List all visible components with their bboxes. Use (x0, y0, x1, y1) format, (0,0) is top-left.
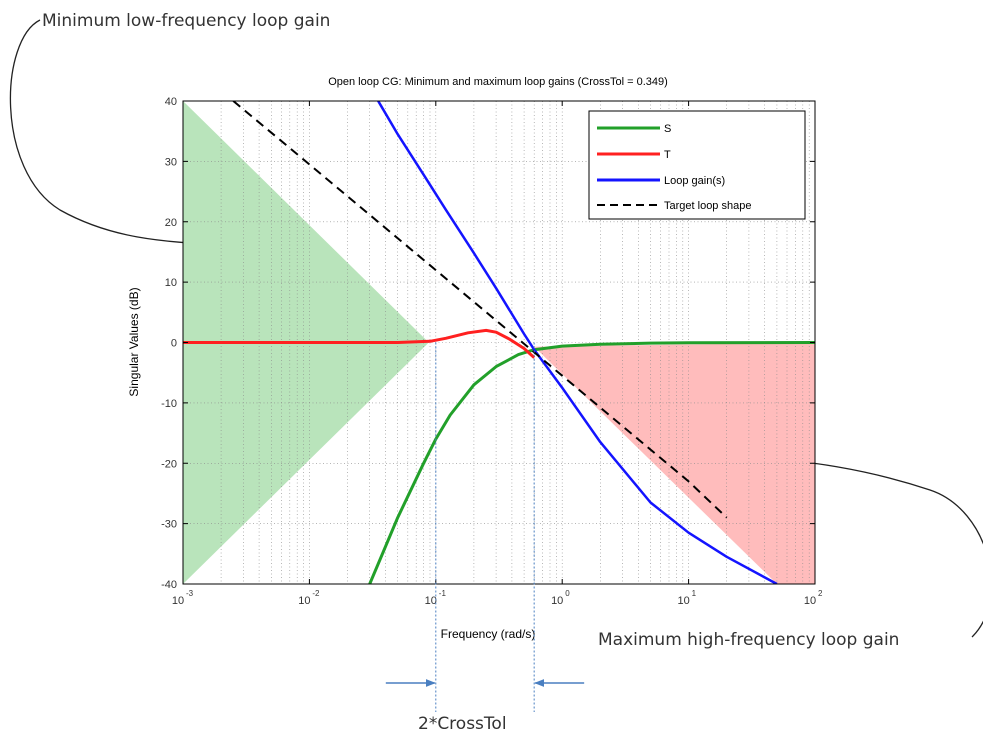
x-tick-label: 10 (298, 595, 310, 607)
annotation-low-frequency: Minimum low-frequency loop gain (42, 11, 330, 31)
series-t-line (183, 328, 536, 359)
chart-title: Open loop CG: Minimum and maximum loop g… (328, 76, 668, 88)
series-loop-gain-line (377, 101, 778, 584)
x-tick-label: 10 (551, 595, 563, 607)
y-tick-label: 20 (165, 217, 177, 229)
y-tick-label: 0 (171, 338, 177, 350)
x-axis-label: Frequency (rad/s) (441, 627, 536, 641)
x-tick-exponent: -2 (312, 589, 320, 598)
annotation-high-frequency: Maximum high-frequency loop gain (598, 630, 899, 650)
annotation-crosstol: 2*CrossTol (418, 714, 507, 734)
y-axis-label: Singular Values (dB) (127, 287, 141, 396)
y-tick-label: -10 (161, 398, 177, 410)
arrow-low-frequency (9, 19, 227, 249)
x-tick-exponent: -1 (439, 589, 447, 598)
x-tick-label: 10 (172, 595, 184, 607)
series-target-loop-shape-line (232, 101, 728, 519)
y-tick-label: -40 (161, 579, 177, 591)
legend-label-s: S (664, 123, 671, 135)
series-s-line (368, 341, 815, 584)
legend-label-target: Target loop shape (664, 200, 751, 212)
x-tick-label: 10 (425, 595, 437, 607)
x-tick-label: 10 (677, 595, 689, 607)
legend: S T Loop gain(s) Target loop shape (588, 110, 806, 220)
x-tick-exponent: 0 (565, 589, 570, 598)
y-tick-label: 30 (165, 156, 177, 168)
y-tick-label: -20 (161, 458, 177, 470)
legend-label-loop: Loop gain(s) (664, 175, 725, 187)
y-tick-label: 10 (165, 277, 177, 289)
legend-label-t: T (664, 149, 671, 161)
x-tick-exponent: 1 (692, 589, 697, 598)
x-tick-exponent: 2 (818, 589, 823, 598)
y-tick-label: 40 (165, 96, 177, 108)
high-frequency-bound-region (534, 342, 815, 584)
x-tick-label: 10 (804, 595, 816, 607)
x-tick-exponent: -3 (186, 589, 194, 598)
y-tick-label: -30 (161, 519, 177, 531)
